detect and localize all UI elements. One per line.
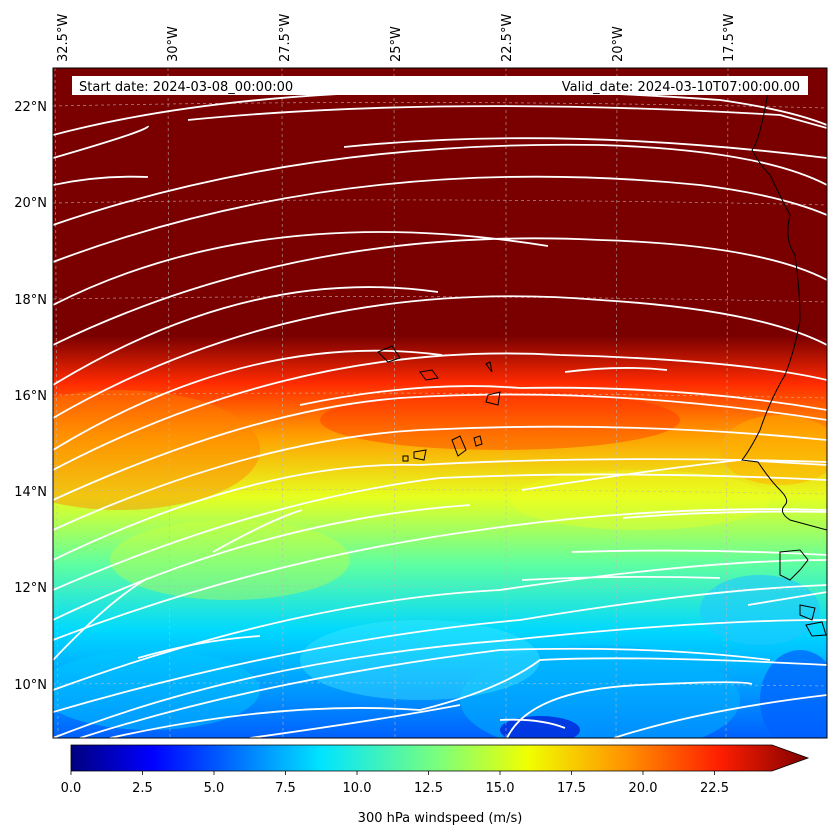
lat-label-20n: 20°N	[14, 196, 47, 211]
lat-label-16n: 16°N	[14, 389, 47, 404]
colorbar-tick: 7.5	[275, 781, 296, 796]
lon-label-17-5w: 17.5°W	[722, 14, 737, 62]
lon-label-30w: 30°W	[166, 26, 181, 62]
colorbar-tick: 0.0	[61, 781, 82, 796]
colorbar-tick: 2.5	[132, 781, 153, 796]
colorbar-tick: 22.5	[700, 781, 729, 796]
colorbar-tick: 15.0	[486, 781, 515, 796]
streamlines	[53, 89, 827, 738]
latitude-labels: 22°N 20°N 18°N 16°N 14°N 12°N 10°N	[14, 100, 47, 693]
colorbar: 0.0 2.5 5.0 7.5 10.0 12.5 15.0 17.5 20.0…	[61, 744, 810, 826]
lat-label-10n: 10°N	[14, 678, 47, 693]
lon-label-25w: 25°W	[389, 26, 404, 62]
colorbar-tick: 10.0	[343, 781, 372, 796]
colorbar-tick: 5.0	[204, 781, 225, 796]
colorbar-tick: 12.5	[414, 781, 443, 796]
valid-date-label: Valid_date: 2024-03-10T07:00:00.00	[562, 80, 800, 95]
start-date-label: Start date: 2024-03-08_00:00:00	[79, 80, 293, 95]
colorbar-tick: 20.0	[629, 781, 658, 796]
lon-label-32-5w: 32.5°W	[56, 14, 71, 62]
longitude-labels: 32.5°W 30°W 27.5°W 25°W 22.5°W 20°W 17.5…	[56, 14, 737, 62]
coastlines	[377, 91, 827, 637]
lon-label-22-5w: 22.5°W	[500, 14, 515, 62]
colorbar-label: 300 hPa windspeed (m/s)	[358, 811, 523, 826]
colorbar-fill	[70, 744, 810, 772]
lon-label-27-5w: 27.5°W	[278, 14, 293, 62]
map-frame	[52, 67, 828, 739]
lon-label-20w: 20°W	[611, 26, 626, 62]
graticule	[53, 68, 827, 738]
colorbar-tick: 17.5	[557, 781, 586, 796]
lat-label-22n: 22°N	[14, 100, 47, 115]
lat-label-12n: 12°N	[14, 581, 47, 596]
lat-label-18n: 18°N	[14, 293, 47, 308]
lat-label-14n: 14°N	[14, 485, 47, 500]
info-banner	[72, 76, 808, 95]
